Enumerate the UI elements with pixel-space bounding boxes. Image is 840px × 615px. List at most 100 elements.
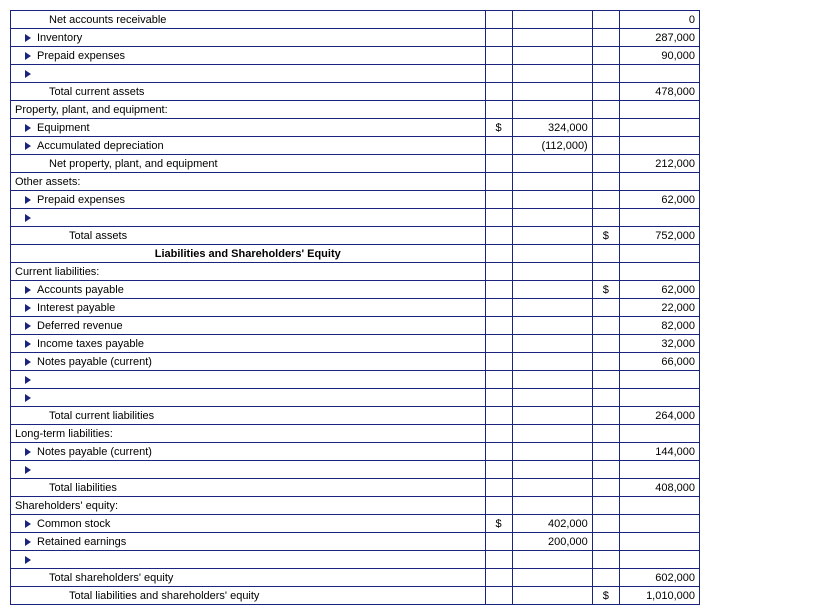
cell-sym2: [592, 101, 619, 119]
cell-val1: [512, 209, 592, 227]
cell-val2: [619, 389, 699, 407]
section-header: Liabilities and Shareholders' Equity: [11, 245, 486, 263]
cell-val2: [619, 551, 699, 569]
label-text: Prepaid expenses: [37, 194, 125, 206]
cell-sym2: [592, 569, 619, 587]
cell-val2: 287,000: [619, 29, 699, 47]
table-row: Notes payable (current) 144,000: [11, 443, 700, 461]
value: 144,000: [655, 446, 695, 458]
table-row: Net property, plant, and equipment212,00…: [11, 155, 700, 173]
cell-val1: [512, 263, 592, 281]
table-row: Prepaid expenses62,000: [11, 191, 700, 209]
currency-symbol: $: [495, 122, 501, 134]
cell-val1: [512, 65, 592, 83]
label-text: Deferred revenue: [37, 320, 123, 332]
triangle-icon: [25, 34, 31, 42]
cell-sym1: [485, 353, 512, 371]
cell-val2: [619, 119, 699, 137]
row-label: Inventory: [11, 29, 486, 47]
cell-val1: [512, 245, 592, 263]
cell-val2: 478,000: [619, 83, 699, 101]
cell-sym1: [485, 389, 512, 407]
cell-sym2: $: [592, 587, 619, 605]
cell-sym1: [485, 587, 512, 605]
cell-val1: [512, 29, 592, 47]
cell-val2: [619, 263, 699, 281]
cell-sym1: [485, 209, 512, 227]
triangle-icon: [25, 124, 31, 132]
row-label: Other assets:: [11, 173, 486, 191]
table-row: Property, plant, and equipment:: [11, 101, 700, 119]
label-text: Total assets: [69, 230, 127, 242]
table-row: [11, 371, 700, 389]
cell-sym2: [592, 29, 619, 47]
cell-sym1: [485, 227, 512, 245]
row-label: Equipment: [11, 119, 486, 137]
label-text: Retained earnings: [37, 536, 126, 548]
cell-val2: [619, 461, 699, 479]
cell-sym1: [485, 65, 512, 83]
cell-val1: 324,000: [512, 119, 592, 137]
table-row: Total current assets 478,000: [11, 83, 700, 101]
label-text: Current liabilities:: [15, 266, 99, 278]
label-text: Net property, plant, and equipment: [49, 158, 218, 170]
table-row: Notes payable (current)66,000: [11, 353, 700, 371]
cell-val2: 62,000: [619, 281, 699, 299]
row-label: [11, 65, 486, 83]
currency-symbol: $: [603, 230, 609, 242]
cell-val2: 32,000: [619, 335, 699, 353]
row-label: Prepaid expenses: [11, 191, 486, 209]
triangle-icon: [25, 466, 31, 474]
row-label: Prepaid expenses: [11, 47, 486, 65]
cell-sym2: [592, 209, 619, 227]
row-label: Accumulated depreciation: [11, 137, 486, 155]
cell-val1: [512, 173, 592, 191]
cell-val1: [512, 299, 592, 317]
table-row: Retained earnings200,000: [11, 533, 700, 551]
table-row: Deferred revenue 82,000: [11, 317, 700, 335]
row-label: Long-term liabilities:: [11, 425, 486, 443]
cell-val1: [512, 83, 592, 101]
cell-sym2: [592, 335, 619, 353]
cell-sym1: [485, 461, 512, 479]
table-row: Total liabilities and shareholders' equi…: [11, 587, 700, 605]
row-label: Property, plant, and equipment:: [11, 101, 486, 119]
value: 408,000: [655, 482, 695, 494]
label-text: Property, plant, and equipment:: [15, 104, 168, 116]
row-label: Total current assets: [11, 83, 486, 101]
value: 324,000: [548, 122, 588, 134]
label-text: Total liabilities: [49, 482, 117, 494]
cell-sym1: [485, 533, 512, 551]
cell-val2: 82,000: [619, 317, 699, 335]
triangle-icon: [25, 520, 31, 528]
cell-sym2: [592, 389, 619, 407]
cell-val1: [512, 227, 592, 245]
label-text: Accounts payable: [37, 284, 124, 296]
row-label: Notes payable (current): [11, 443, 486, 461]
table-row: Total current liabilities264,000: [11, 407, 700, 425]
label-text: Total current liabilities: [49, 410, 154, 422]
cell-sym2: [592, 65, 619, 83]
row-label: Current liabilities:: [11, 263, 486, 281]
cell-val2: 22,000: [619, 299, 699, 317]
row-label: Accounts payable: [11, 281, 486, 299]
cell-val2: [619, 533, 699, 551]
currency-symbol: $: [603, 284, 609, 296]
cell-sym2: [592, 443, 619, 461]
cell-sym1: [485, 371, 512, 389]
table-row: [11, 389, 700, 407]
cell-val1: [512, 353, 592, 371]
cell-val1: [512, 155, 592, 173]
row-label: [11, 461, 486, 479]
table-row: Total assets$752,000: [11, 227, 700, 245]
cell-sym1: [485, 29, 512, 47]
cell-val2: [619, 245, 699, 263]
label-text: Notes payable (current): [37, 356, 152, 368]
cell-val2: 408,000: [619, 479, 699, 497]
currency-symbol: $: [603, 590, 609, 602]
cell-val2: 602,000: [619, 569, 699, 587]
cell-val1: [512, 281, 592, 299]
triangle-icon: [25, 376, 31, 384]
row-label: Total shareholders' equity: [11, 569, 486, 587]
table-row: Equipment $324,000: [11, 119, 700, 137]
